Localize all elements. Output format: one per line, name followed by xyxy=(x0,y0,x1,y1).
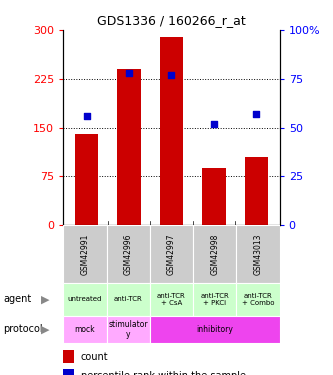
Point xyxy=(169,72,174,78)
Bar xyxy=(118,69,141,225)
Bar xyxy=(245,157,268,225)
Point xyxy=(84,113,89,119)
Bar xyxy=(63,350,74,363)
Text: GSM42996: GSM42996 xyxy=(124,233,133,275)
Text: anti-TCR: anti-TCR xyxy=(114,296,143,302)
Bar xyxy=(63,369,74,375)
Bar xyxy=(193,283,236,316)
Point xyxy=(211,121,216,127)
Bar xyxy=(193,225,236,283)
Point xyxy=(254,111,259,117)
Text: GSM42991: GSM42991 xyxy=(80,233,90,275)
Point xyxy=(127,70,132,76)
Text: GSM42997: GSM42997 xyxy=(167,233,176,275)
Text: ▶: ▶ xyxy=(41,324,49,334)
Text: agent: agent xyxy=(3,294,32,304)
Text: GSM43013: GSM43013 xyxy=(253,233,263,275)
Bar xyxy=(75,134,98,225)
Bar xyxy=(107,225,150,283)
Bar xyxy=(236,283,280,316)
Bar xyxy=(150,316,280,343)
Bar xyxy=(107,283,150,316)
Bar xyxy=(63,225,107,283)
Text: GSM42998: GSM42998 xyxy=(210,233,219,275)
Bar xyxy=(160,36,183,225)
Bar xyxy=(63,316,107,343)
Text: percentile rank within the sample: percentile rank within the sample xyxy=(81,371,245,375)
Text: ▶: ▶ xyxy=(41,294,49,304)
Bar xyxy=(202,168,226,225)
Bar xyxy=(236,225,280,283)
Bar xyxy=(150,225,193,283)
Bar xyxy=(63,283,107,316)
Text: anti-TCR
+ PKCi: anti-TCR + PKCi xyxy=(200,293,229,306)
Text: inhibitory: inhibitory xyxy=(196,325,233,334)
Text: anti-TCR
+ Combo: anti-TCR + Combo xyxy=(242,293,274,306)
Bar xyxy=(107,316,150,343)
Text: protocol: protocol xyxy=(3,324,43,334)
Text: mock: mock xyxy=(75,325,95,334)
Text: count: count xyxy=(81,352,108,362)
Text: anti-TCR
+ CsA: anti-TCR + CsA xyxy=(157,293,186,306)
Title: GDS1336 / 160266_r_at: GDS1336 / 160266_r_at xyxy=(97,15,246,27)
Text: stimulator
y: stimulator y xyxy=(109,320,148,339)
Text: untreated: untreated xyxy=(68,296,102,302)
Bar xyxy=(150,283,193,316)
